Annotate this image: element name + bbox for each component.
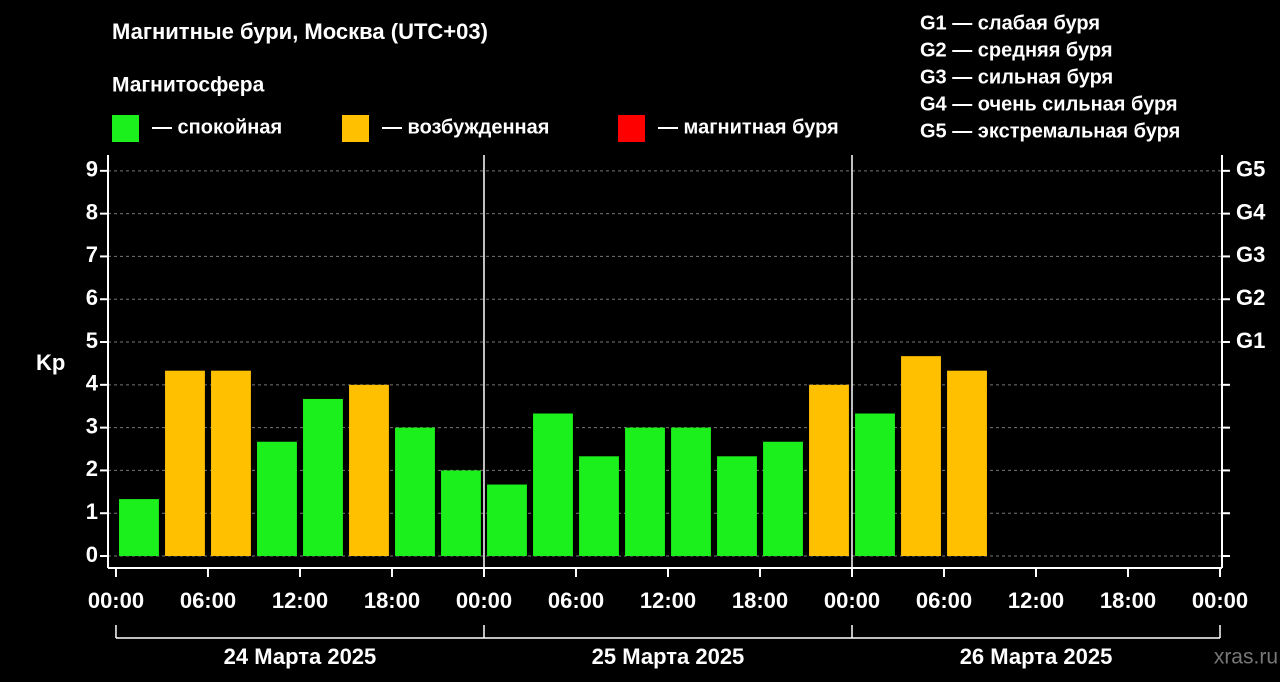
day-label: 26 Марта 2025 [960,644,1113,669]
bar [625,427,665,557]
x-tick-label: 18:00 [1100,588,1156,613]
legend-label: — возбужденная [382,116,549,138]
bar [717,456,757,557]
y2-tick-label: G2 [1236,285,1265,310]
y-tick-label: 0 [86,542,98,567]
bar [855,413,895,557]
day-label: 25 Марта 2025 [592,644,745,669]
bar [257,441,297,557]
bar [165,370,205,557]
y2-tick-label: G4 [1236,199,1266,224]
bar [901,356,941,557]
bar [395,427,435,557]
g-scale-item: G3 — сильная буря [920,66,1113,88]
x-tick-label: 12:00 [272,588,328,613]
bar [349,384,389,557]
y-axis-label: Kp [36,350,65,375]
x-tick-label: 12:00 [1008,588,1064,613]
x-tick-label: 18:00 [364,588,420,613]
y2-tick-label: G1 [1236,328,1265,353]
x-tick-label: 00:00 [1192,588,1248,613]
y-tick-label: 3 [86,413,98,438]
y-tick-label: 6 [86,285,98,310]
bar [533,413,573,557]
legend-title: Магнитосфера [112,74,265,97]
g-scale-item: G2 — средняя буря [920,39,1113,61]
bar [809,384,849,557]
x-tick-label: 06:00 [548,588,604,613]
y-tick-label: 1 [86,499,98,524]
watermark: xras.ru [1214,646,1278,669]
day-label: 24 Марта 2025 [224,644,377,669]
y-tick-label: 9 [86,157,98,182]
bar [671,427,711,557]
x-tick-label: 06:00 [916,588,972,613]
bar [487,484,527,557]
g-scale-item: G4 — очень сильная буря [920,93,1178,115]
y-tick-label: 5 [86,328,98,353]
x-tick-label: 06:00 [180,588,236,613]
x-tick-label: 00:00 [456,588,512,613]
legend-swatch [112,115,139,142]
g-scale-item: G1 — слабая буря [920,12,1100,34]
bar [579,456,619,557]
y-tick-label: 7 [86,242,98,267]
bar [303,398,343,557]
legend-label: — магнитная буря [658,116,839,138]
y-tick-label: 8 [86,199,98,224]
bar [119,499,159,557]
x-tick-label: 00:00 [88,588,144,613]
y2-tick-label: G3 [1236,242,1265,267]
chart-title: Магнитные бури, Москва (UTC+03) [112,19,488,44]
legend-swatch [342,115,369,142]
bar [763,441,803,557]
x-tick-label: 12:00 [640,588,696,613]
bar [441,470,481,557]
y2-tick-label: G5 [1236,157,1265,182]
bar [947,370,987,557]
bar [211,370,251,557]
x-tick-label: 00:00 [824,588,880,613]
legend-swatch [618,115,645,142]
y-tick-label: 2 [86,456,98,481]
legend-label: — спокойная [152,116,282,138]
y-tick-label: 4 [86,371,99,396]
g-scale-item: G5 — экстремальная буря [920,120,1180,142]
x-tick-label: 18:00 [732,588,788,613]
